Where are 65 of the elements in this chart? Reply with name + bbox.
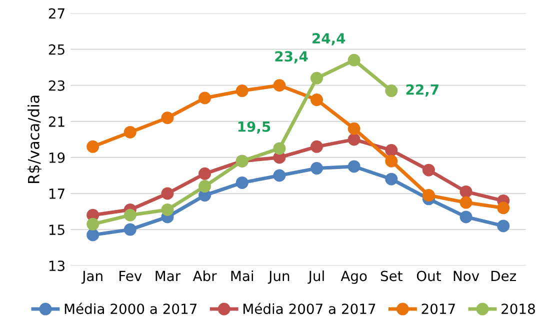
data-label: 22,7 bbox=[406, 84, 438, 97]
data-label: 19,5 bbox=[238, 121, 270, 134]
y-tick-label: 23 bbox=[48, 80, 64, 91]
point bbox=[348, 122, 360, 135]
x-tick-label: Ago bbox=[340, 270, 367, 284]
point bbox=[385, 172, 398, 186]
point bbox=[310, 72, 324, 84]
data-label: 24,4 bbox=[312, 33, 346, 46]
x-tick-label: Set bbox=[380, 270, 402, 282]
y-tick-label: 13 bbox=[49, 260, 64, 272]
point bbox=[161, 112, 174, 124]
x-tick-label: Abr bbox=[192, 270, 217, 282]
point bbox=[124, 223, 136, 236]
legend-label: Média 2007 a 2017 bbox=[244, 302, 376, 314]
point bbox=[460, 196, 472, 209]
point bbox=[310, 94, 324, 106]
y-tick-label: 17 bbox=[49, 188, 64, 199]
point bbox=[348, 54, 360, 66]
y-tick-label: 27 bbox=[48, 8, 64, 19]
point bbox=[497, 202, 510, 214]
x-tick-label: Jul bbox=[308, 270, 324, 284]
point bbox=[385, 84, 398, 98]
x-tick-label: Jun bbox=[268, 270, 290, 284]
y-tick-label: 21 bbox=[48, 116, 64, 127]
data-label: 23,4 bbox=[275, 51, 308, 64]
y-tick-label: 19 bbox=[49, 152, 65, 163]
x-tick-label: Mar bbox=[156, 270, 181, 282]
legend-label: Média 2000 a 2017 bbox=[64, 302, 197, 314]
point bbox=[198, 167, 212, 180]
point bbox=[273, 169, 286, 182]
point bbox=[124, 208, 136, 222]
y-tick-label: 25 bbox=[48, 44, 64, 55]
point bbox=[422, 189, 435, 202]
point bbox=[460, 185, 472, 198]
x-tick-label: Dez bbox=[491, 270, 516, 282]
point bbox=[310, 140, 324, 153]
point bbox=[236, 176, 248, 189]
x-tick-label: Mai bbox=[231, 270, 253, 282]
point bbox=[86, 218, 100, 230]
point bbox=[161, 203, 174, 216]
point bbox=[273, 79, 286, 92]
point bbox=[124, 126, 136, 138]
point bbox=[385, 144, 398, 157]
point bbox=[198, 92, 212, 104]
point bbox=[236, 84, 248, 98]
x-tick-label: Fev bbox=[120, 270, 142, 282]
y-tick-label: 15 bbox=[49, 224, 64, 236]
legend-label: 2018 bbox=[502, 304, 535, 314]
point bbox=[86, 228, 100, 242]
x-tick-label: Out bbox=[416, 270, 441, 282]
point bbox=[422, 164, 435, 176]
point bbox=[198, 180, 212, 193]
point bbox=[310, 162, 324, 175]
point bbox=[385, 154, 398, 168]
point bbox=[348, 160, 360, 173]
point bbox=[273, 142, 286, 155]
point bbox=[460, 210, 472, 224]
point bbox=[86, 140, 100, 153]
x-tick-label: Jan bbox=[81, 270, 102, 284]
point bbox=[348, 133, 360, 146]
point bbox=[161, 187, 174, 200]
y-axis-title: R$/vaca/dia bbox=[28, 96, 42, 183]
x-tick-label: Nov bbox=[454, 270, 480, 282]
point bbox=[497, 220, 510, 232]
legend-label: 2017 bbox=[422, 304, 455, 314]
